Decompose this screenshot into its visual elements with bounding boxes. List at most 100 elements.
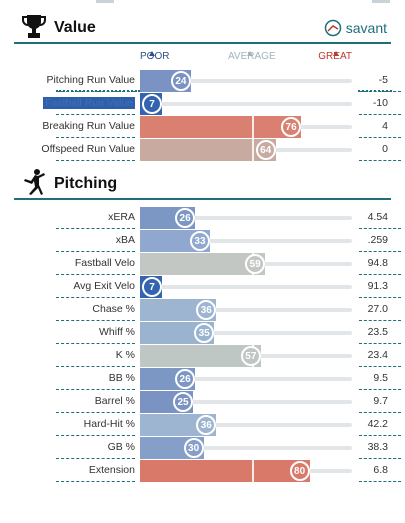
metric-value: 4 xyxy=(382,120,388,132)
value-divider xyxy=(359,228,401,229)
metric-row[interactable]: Fastball Run Value 7 -10 xyxy=(0,93,405,115)
percentile-badge[interactable]: 35 xyxy=(194,323,215,343)
percentile-badge[interactable]: 33 xyxy=(189,231,210,251)
metric-label: Pitching Run Value xyxy=(46,74,135,86)
percentile-badge[interactable]: 36 xyxy=(196,300,217,320)
average-marker-icon xyxy=(247,51,253,56)
metric-value: 38.3 xyxy=(367,441,388,453)
metric-value: 27.0 xyxy=(367,303,388,315)
metric-row[interactable]: Chase % 36 27.0 xyxy=(0,299,405,321)
metric-label: Breaking Run Value xyxy=(42,120,135,132)
percentile-track xyxy=(140,102,352,106)
percentile-badge[interactable]: 36 xyxy=(196,415,217,435)
trophy-icon xyxy=(22,15,46,38)
metric-row[interactable]: K % 57 23.4 xyxy=(0,345,405,367)
metric-row[interactable]: Pitching Run Value 24 -5 xyxy=(0,70,405,92)
metric-value: 6.8 xyxy=(373,464,388,476)
percentile-badge[interactable]: 80 xyxy=(289,461,310,481)
metric-value: 91.3 xyxy=(367,280,388,292)
metric-row[interactable]: xERA 26 4.54 xyxy=(0,207,405,229)
dotted-separator xyxy=(56,90,140,92)
metric-value: -10 xyxy=(372,97,388,109)
metric-label: xBA xyxy=(115,234,135,246)
percentile-badge[interactable]: 26 xyxy=(175,208,196,228)
metric-value: 42.2 xyxy=(367,418,388,430)
top-fragment xyxy=(96,0,114,3)
metric-label: Avg Exit Velo xyxy=(73,280,135,292)
value-divider xyxy=(359,320,401,321)
value-divider xyxy=(359,412,401,413)
pitching-section-header: Pitching xyxy=(14,168,391,200)
metric-value: -5 xyxy=(378,74,388,86)
metric-row[interactable]: xBA 33 .259 xyxy=(0,230,405,252)
percentile-track xyxy=(140,377,352,381)
row-divider xyxy=(56,137,135,138)
metric-row[interactable]: Fastball Velo 59 94.8 xyxy=(0,253,405,275)
metric-value: 4.54 xyxy=(367,211,388,223)
percentile-badge[interactable]: 7 xyxy=(142,277,162,297)
value-divider xyxy=(359,297,401,298)
percentile-track xyxy=(140,331,352,335)
metric-value: .259 xyxy=(367,234,388,246)
percentile-badge[interactable]: 7 xyxy=(142,94,162,114)
metric-label: xERA xyxy=(108,211,135,223)
percentile-track xyxy=(140,79,352,83)
percentile-badge[interactable]: 59 xyxy=(245,254,266,274)
percentile-track xyxy=(140,423,352,427)
savant-logo-icon xyxy=(324,19,341,37)
scale-great-label: GREAT xyxy=(318,51,352,62)
metric-label: Whiff % xyxy=(99,326,135,338)
percentile-badge[interactable]: 25 xyxy=(173,392,193,412)
percentile-badge[interactable]: 26 xyxy=(175,369,196,389)
pitcher-icon xyxy=(24,169,45,195)
percentile-badge[interactable]: 64 xyxy=(255,140,276,160)
value-divider xyxy=(359,343,401,344)
value-divider xyxy=(359,458,401,459)
value-divider xyxy=(359,481,401,482)
metric-row[interactable]: Avg Exit Velo 7 91.3 xyxy=(0,276,405,298)
metric-value: 9.7 xyxy=(373,395,388,407)
percentile-badge[interactable]: 76 xyxy=(281,117,302,137)
value-divider xyxy=(359,160,401,161)
average-line xyxy=(252,116,254,138)
percentile-track xyxy=(140,308,352,312)
metric-row[interactable]: BB % 26 9.5 xyxy=(0,368,405,390)
row-divider xyxy=(56,114,135,115)
percentile-badge[interactable]: 57 xyxy=(240,346,261,366)
percentile-badge[interactable]: 24 xyxy=(170,71,191,91)
percentile-track xyxy=(140,239,352,243)
row-divider xyxy=(56,297,135,298)
savant-brand[interactable]: savant xyxy=(324,19,387,37)
metric-value: 23.4 xyxy=(367,349,388,361)
value-divider xyxy=(359,251,401,252)
metric-row[interactable]: Hard-Hit % 36 42.2 xyxy=(0,414,405,436)
metric-row[interactable]: Barrel % 25 9.7 xyxy=(0,391,405,413)
savant-brand-text: savant xyxy=(345,20,387,36)
scale-labels: POOR AVERAGE GREAT xyxy=(140,51,352,67)
row-divider xyxy=(56,481,135,482)
metric-row[interactable]: Extension 80 6.8 xyxy=(0,460,405,482)
metric-label: BB % xyxy=(108,372,135,384)
average-line xyxy=(252,460,254,482)
metric-label: Hard-Hit % xyxy=(83,418,135,430)
percentile-bar xyxy=(140,460,310,482)
percentile-badge[interactable]: 30 xyxy=(183,438,204,458)
metric-value: 0 xyxy=(382,143,388,155)
percentile-track xyxy=(140,446,352,450)
metric-label: Barrel % xyxy=(94,395,135,407)
metric-row[interactable]: Offspeed Run Value 64 0 xyxy=(0,139,405,161)
metric-row[interactable]: GB % 30 38.3 xyxy=(0,437,405,459)
value-divider xyxy=(359,114,401,115)
percentile-bar xyxy=(140,253,266,275)
metric-row[interactable]: Breaking Run Value 76 4 xyxy=(0,116,405,138)
row-divider xyxy=(56,366,135,367)
dotted-separator xyxy=(358,90,392,92)
metric-row[interactable]: Whiff % 35 23.5 xyxy=(0,322,405,344)
percentile-track xyxy=(140,216,352,220)
scale-poor-label: POOR xyxy=(140,51,170,62)
row-divider xyxy=(56,458,135,459)
percentile-bar xyxy=(140,345,261,367)
pitching-section-title: Pitching xyxy=(54,175,118,192)
percentile-track xyxy=(140,285,352,289)
metric-value: 23.5 xyxy=(367,326,388,338)
